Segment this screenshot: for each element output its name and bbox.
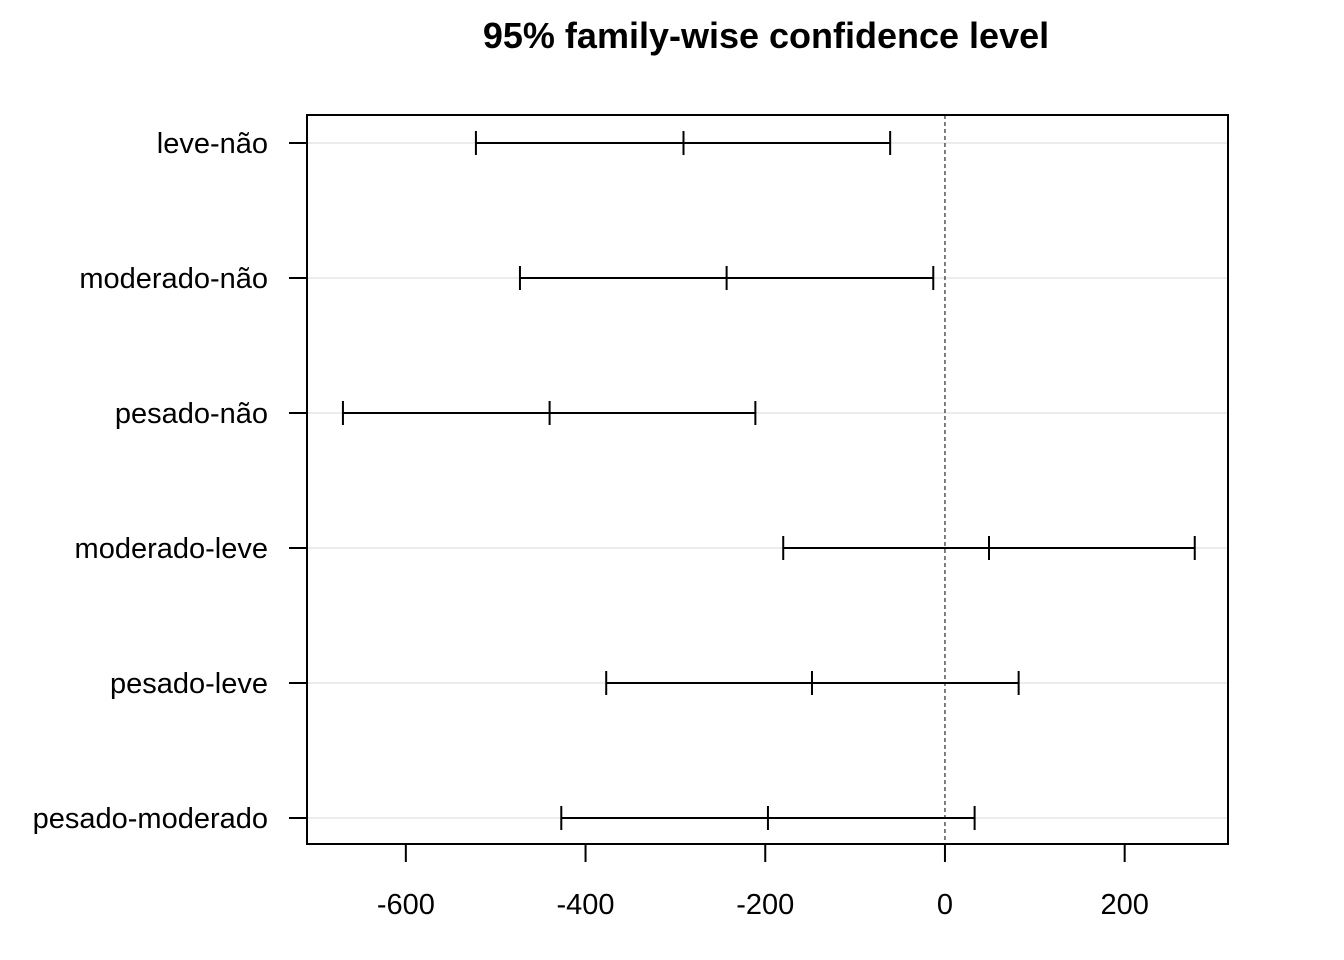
interval-1 (518, 266, 935, 290)
y-tick-label: pesado-moderado (33, 803, 268, 835)
interval-2 (341, 401, 757, 425)
y-tick-label: pesado-não (115, 398, 268, 430)
y-axis: leve-não moderado-não pesado-não moderado-l… (33, 128, 307, 835)
interval-3 (782, 536, 1196, 560)
confidence-intervals (341, 131, 1196, 830)
y-tick-label: pesado-leve (110, 668, 268, 700)
x-tick-label: 0 (937, 889, 953, 921)
x-tick-label: -200 (736, 889, 794, 921)
x-axis: -600 -400 -200 0 200 (377, 843, 1149, 921)
chart-title: 95% family-wise confidence level (483, 15, 1049, 56)
y-tick-label: moderado-não (79, 263, 268, 295)
plot-frame (306, 114, 1229, 845)
y-tick-label: moderado-leve (75, 533, 268, 565)
x-tick-label: -400 (557, 889, 615, 921)
interval-5 (560, 806, 976, 830)
y-tick-label: leve-não (157, 128, 268, 160)
interval-4 (605, 671, 1020, 695)
interval-0 (474, 131, 892, 155)
x-tick-label: 200 (1100, 889, 1148, 921)
x-tick-label: -600 (377, 889, 435, 921)
gridlines (307, 142, 1228, 819)
